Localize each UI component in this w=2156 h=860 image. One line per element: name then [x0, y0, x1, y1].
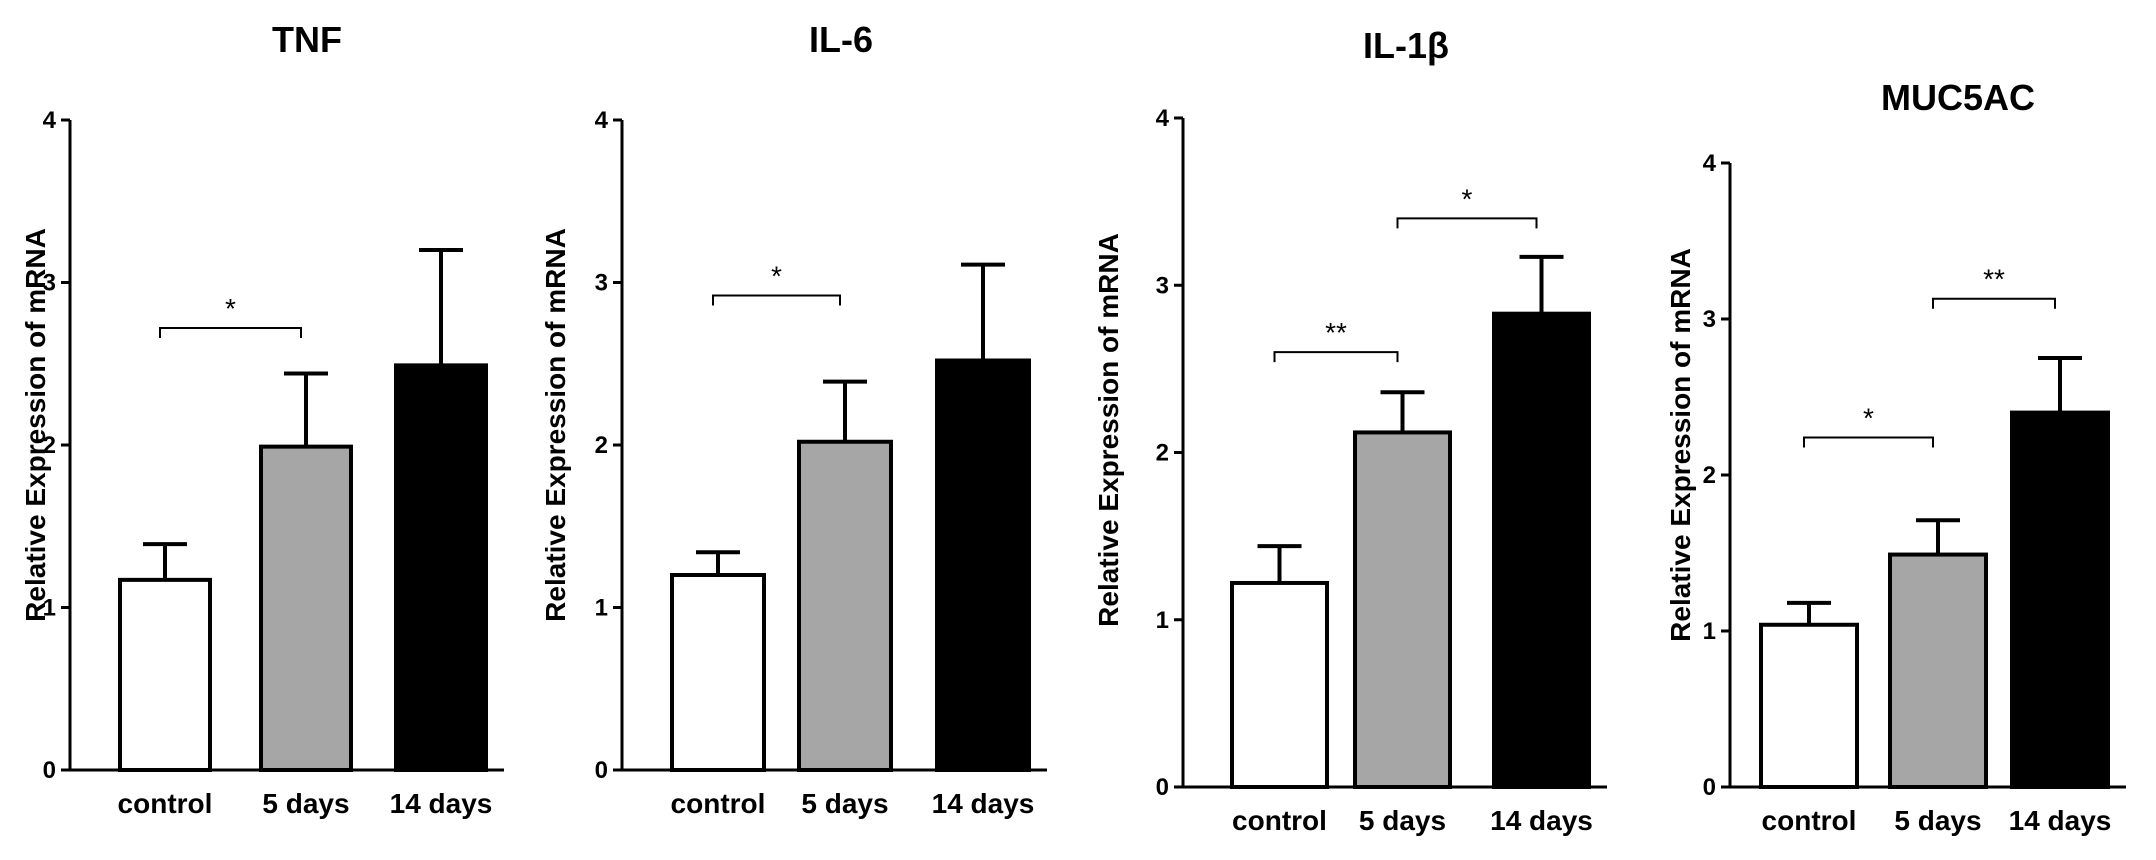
category-label: 14 days	[390, 788, 493, 819]
bar	[2010, 410, 2110, 789]
significance-label: *	[225, 293, 236, 324]
bar	[670, 573, 766, 772]
bar	[1353, 430, 1452, 789]
y-tick-label: 3	[43, 270, 56, 297]
y-tick-label: 2	[1156, 440, 1169, 467]
y-tick-label: 4	[595, 107, 609, 134]
category-label: 14 days	[932, 788, 1035, 819]
category-label: control	[671, 788, 766, 819]
y-tick-label: 0	[43, 757, 56, 784]
category-label: 5 days	[801, 788, 888, 819]
category-label: control	[118, 788, 213, 819]
panel-il6: IL-6 0 1 2 3 4 Relative Expression of mRNA cont…	[540, 19, 1047, 819]
panel-il1b: IL-1β 0 1 2 3 4 Relative Expression of mRNA con…	[1093, 25, 1607, 836]
category-label: control	[1232, 805, 1327, 836]
chart-title: MUC5AC	[1881, 77, 2035, 118]
y-axis-label: Relative Expression of mRNA	[1093, 233, 1124, 627]
bar	[1888, 552, 1988, 789]
significance-bracket	[1396, 217, 1538, 229]
significance-label: **	[1325, 317, 1347, 348]
significance-bracket	[1932, 297, 2056, 309]
category-label: 14 days	[1490, 805, 1593, 836]
y-tick-label: 1	[595, 595, 608, 622]
significance-label: *	[1863, 403, 1874, 434]
y-tick-label: 3	[1703, 306, 1716, 333]
bar	[118, 577, 212, 772]
y-tick-label: 4	[43, 107, 57, 134]
chart-title: IL-6	[809, 19, 873, 60]
category-label: 14 days	[2009, 805, 2112, 836]
category-label: control	[1762, 805, 1857, 836]
significance-label: **	[1983, 264, 2005, 295]
bar	[1759, 622, 1859, 790]
y-tick-label: 1	[43, 595, 56, 622]
y-tick-label: 2	[595, 432, 608, 459]
y-tick-label: 3	[595, 270, 608, 297]
y-tick-label: 4	[1703, 150, 1717, 177]
bar	[259, 444, 353, 772]
y-axis-label: Relative Expression of mRNA	[1665, 248, 1696, 642]
y-tick-label: 2	[43, 432, 56, 459]
bar	[935, 358, 1031, 772]
bar	[1230, 580, 1329, 790]
y-tick-label: 2	[1703, 462, 1716, 489]
significance-label: *	[1462, 183, 1473, 214]
category-label: 5 days	[262, 788, 349, 819]
category-label: 5 days	[1894, 805, 1981, 836]
y-axis-label: Relative Expression of mRNA	[20, 228, 51, 622]
chart-title: IL-1β	[1363, 25, 1449, 66]
y-tick-label: 0	[595, 757, 608, 784]
y-axis-label: Relative Expression of mRNA	[540, 228, 571, 622]
y-tick-label: 3	[1156, 272, 1169, 299]
significance-bracket	[1273, 351, 1399, 363]
y-tick-label: 1	[1156, 607, 1169, 634]
panel-tnf: TNF 0 1 2 3 4 Relative Expression of mRNA contr…	[20, 19, 504, 819]
chart-title: TNF	[272, 19, 342, 60]
y-tick-label: 4	[1156, 105, 1170, 132]
y-tick-label: 0	[1703, 774, 1716, 801]
bar	[797, 439, 893, 772]
significance-bracket	[159, 327, 302, 338]
bar	[1492, 311, 1591, 789]
category-label: 5 days	[1359, 805, 1446, 836]
panel-muc5ac: MUC5AC 0 1 2 3 4 Relative Expression of mRNA co…	[1665, 77, 2126, 836]
bar	[394, 363, 488, 772]
significance-bracket	[712, 294, 841, 306]
significance-bracket	[1803, 436, 1934, 448]
y-tick-label: 1	[1703, 618, 1716, 645]
significance-label: *	[771, 261, 782, 292]
y-tick-label: 0	[1156, 774, 1169, 801]
